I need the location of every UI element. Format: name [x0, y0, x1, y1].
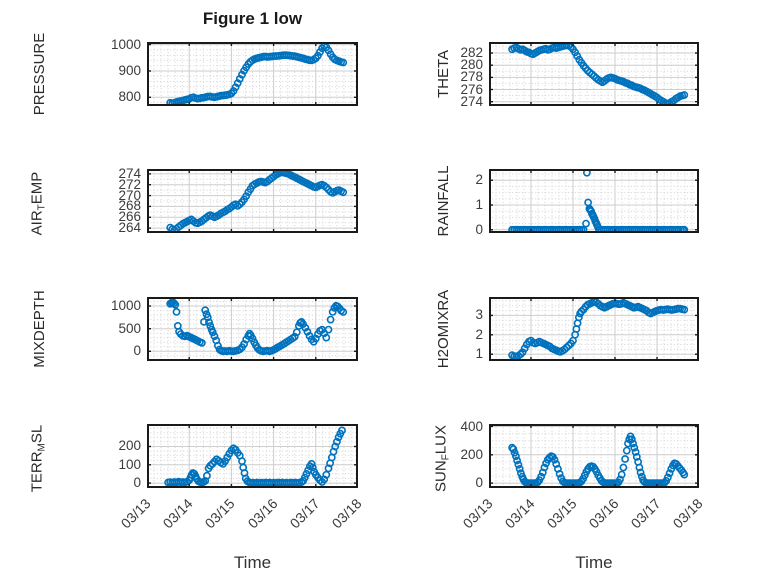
- y-tick-label: 800: [118, 89, 141, 105]
- x-axis-label-right: Time: [575, 553, 613, 572]
- scatter-series: [166, 298, 348, 356]
- y-tick-label: 266: [118, 209, 141, 225]
- plot-canvas: [146, 168, 359, 235]
- y-tick-label: 1000: [110, 298, 141, 314]
- y-tick-label: 282: [460, 44, 483, 60]
- scatter-series: [164, 426, 346, 487]
- x-axis-label-left: Time: [233, 553, 272, 572]
- subplot-rainfall: [488, 168, 700, 234]
- y-tick-label: 500: [118, 320, 141, 336]
- scatter-series: [508, 297, 689, 361]
- y-tick-label: 400: [460, 418, 483, 434]
- subplot-theta: [488, 41, 700, 108]
- y-tick-label: 274: [118, 165, 141, 181]
- y-tick-label: 274: [460, 93, 483, 109]
- y-tick-label: 100: [118, 456, 141, 472]
- y-tick-label: 280: [460, 57, 483, 73]
- subplot-mixdepth: [146, 296, 359, 361]
- y-tick-label: 272: [118, 176, 141, 192]
- y-tick-label: 200: [118, 438, 141, 454]
- plot-canvas: [146, 424, 359, 489]
- y-tick-label: 200: [460, 446, 483, 462]
- y-tick-label: 3: [475, 307, 483, 323]
- plot-canvas: [488, 41, 700, 108]
- scatter-series: [166, 42, 348, 108]
- scatter-series: [166, 168, 348, 235]
- scatter-series: [508, 41, 689, 108]
- y-tick-label: 268: [118, 198, 141, 214]
- y-tick-label: 0: [475, 221, 483, 237]
- plot-canvas: [146, 42, 359, 108]
- scatter-series: [508, 432, 689, 487]
- subplot-sun-flux: [488, 424, 700, 488]
- figure-title: Figure 1 low: [202, 9, 303, 28]
- plot-canvas: [488, 168, 700, 234]
- subplot-air-temp: [146, 168, 359, 235]
- subplot-pressure: [146, 42, 359, 108]
- y-tick-label: 0: [475, 475, 483, 491]
- plot-canvas: [488, 424, 700, 488]
- y-tick-label: 0: [133, 343, 141, 359]
- subplot-terr-msl: [146, 424, 359, 489]
- plot-canvas: [488, 297, 700, 361]
- y-tick-label: 2: [475, 326, 483, 342]
- subplot-h2omixra: [488, 297, 700, 361]
- y-tick-label: 900: [118, 62, 141, 78]
- y-tick-label: 2: [475, 172, 483, 188]
- ylabel-terr-msl: TERRMSL: [28, 424, 48, 493]
- y-tick-label: 270: [118, 187, 141, 203]
- plot-canvas: [146, 296, 359, 361]
- y-tick-label: 0: [133, 475, 141, 491]
- y-tick-label: 278: [460, 69, 483, 85]
- y-tick-label: 276: [460, 81, 483, 97]
- y-tick-label: 1: [475, 346, 483, 362]
- y-tick-label: 264: [118, 220, 141, 236]
- y-tick-label: 1000: [110, 36, 141, 52]
- y-tick-label: 1: [475, 196, 483, 212]
